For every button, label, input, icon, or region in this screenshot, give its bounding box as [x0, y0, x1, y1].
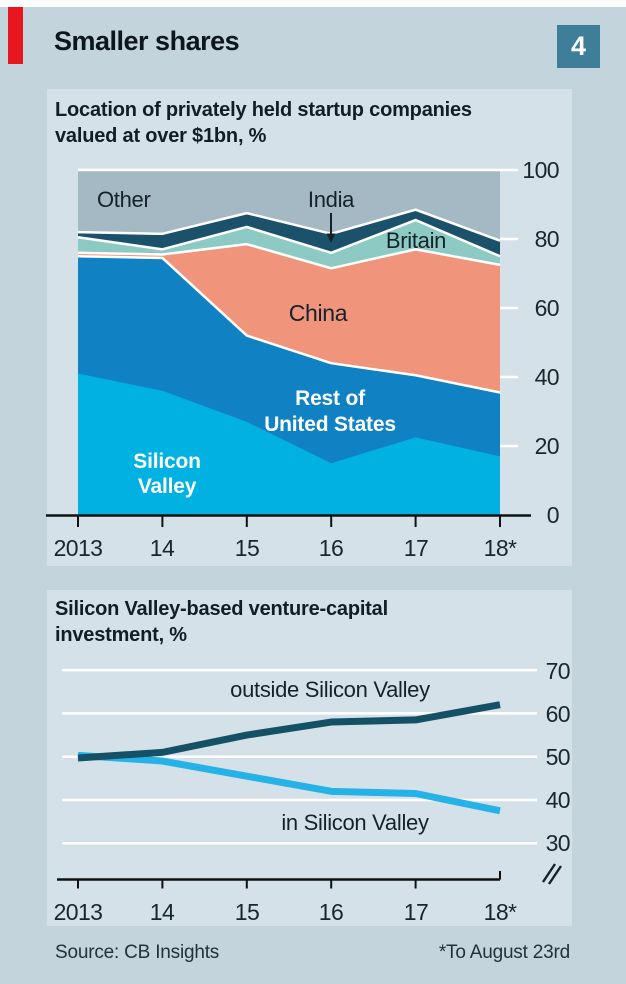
date-footnote: *To August 23rd — [438, 942, 570, 963]
top-chart-title-line2: valued at over $1bn, % — [55, 125, 267, 147]
figure-number-badge: 4 — [557, 25, 600, 68]
source-note: Source: CB Insights — [55, 942, 220, 963]
bottom-chart-title: Silicon Valley-based venture-capital inv… — [55, 596, 560, 648]
chart-footer: Source: CB Insights *To August 23rd — [55, 942, 570, 964]
page-title: Smaller shares — [54, 26, 240, 56]
top-border — [0, 0, 626, 7]
brand-red-tab — [8, 7, 23, 64]
top-chart-title: Location of privately held startup compa… — [55, 97, 560, 149]
top-chart-title-line1: Location of privately held startup compa… — [55, 99, 472, 121]
top-chart-panel — [47, 89, 572, 566]
bottom-chart-title-line1: Silicon Valley-based venture-capital — [55, 598, 388, 620]
bottom-chart-title-line2: investment, % — [55, 624, 187, 646]
